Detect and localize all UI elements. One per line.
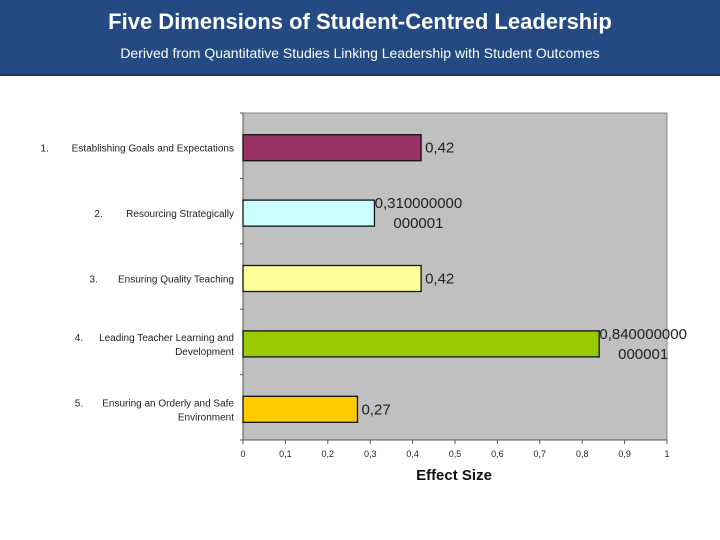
header-banner: Five Dimensions of Student-Centred Leade… xyxy=(0,0,720,76)
category-number: 4. xyxy=(75,333,83,344)
category-label: Ensuring an Orderly and Safe xyxy=(102,398,234,409)
x-tick-label: 0,4 xyxy=(406,449,419,459)
category-label: Resourcing Strategically xyxy=(126,209,234,220)
x-tick-label: 0,6 xyxy=(491,449,504,459)
data-label: 0,42 xyxy=(425,271,454,288)
category-label: Establishing Goals and Expectations xyxy=(72,144,234,155)
category-label: Development xyxy=(175,347,234,358)
data-label: 000001 xyxy=(393,215,443,232)
x-tick-label: 0,8 xyxy=(576,449,589,459)
data-label: 000001 xyxy=(618,346,668,363)
category-label: Leading Teacher Learning and xyxy=(99,333,234,344)
bar xyxy=(242,199,376,227)
category-number: 5. xyxy=(75,398,83,409)
page-subtitle: Derived from Quantitative Studies Linkin… xyxy=(120,45,600,61)
data-label: 0,42 xyxy=(425,140,454,157)
category-number: 2. xyxy=(94,209,102,220)
bar xyxy=(242,264,422,293)
data-label: 0,27 xyxy=(361,401,390,418)
x-tick-label: 0,3 xyxy=(364,449,377,459)
x-tick-label: 0,9 xyxy=(618,449,631,459)
bar xyxy=(242,395,359,423)
x-tick-label: 1 xyxy=(664,449,669,459)
category-number: 1. xyxy=(41,144,49,155)
page-title: Five Dimensions of Student-Centred Leade… xyxy=(108,9,612,34)
bar xyxy=(242,330,600,358)
x-tick-label: 0 xyxy=(240,449,245,459)
x-axis-title: Effect Size xyxy=(416,467,492,484)
category-label: Ensuring Quality Teaching xyxy=(118,275,234,286)
x-tick-label: 0,7 xyxy=(534,449,547,459)
category-number: 3. xyxy=(90,275,98,286)
category-label: Environment xyxy=(178,412,234,423)
data-label: 0,310000000 xyxy=(375,195,463,212)
bar xyxy=(242,134,422,162)
x-tick-label: 0,1 xyxy=(279,449,292,459)
data-label: 0,840000000 xyxy=(599,326,687,343)
x-tick-label: 0,5 xyxy=(449,449,462,459)
x-tick-label: 0,2 xyxy=(322,449,335,459)
